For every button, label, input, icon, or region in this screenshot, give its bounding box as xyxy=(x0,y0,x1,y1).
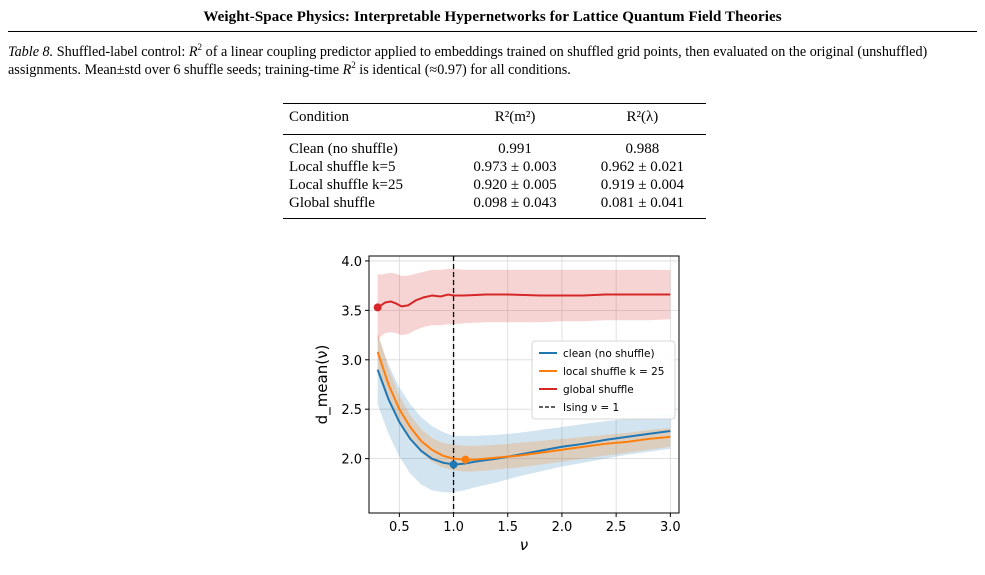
x-tick-label: 0.5 xyxy=(389,520,410,535)
series-band-0 xyxy=(377,335,671,493)
legend-box xyxy=(531,340,676,420)
y-axis-label: d_mean(ν) xyxy=(313,345,332,425)
table-row: Clean (no shuffle) 0.991 0.988 xyxy=(283,135,706,159)
series-band-1 xyxy=(377,332,671,472)
y-tick-label: 3.0 xyxy=(341,354,362,369)
plot-frame xyxy=(368,255,680,514)
row-r2-lambda: 0.988 xyxy=(625,141,660,157)
x-tick-label: 2.5 xyxy=(606,520,627,535)
table-row: Local shuffle k=25 0.920 ± 0.005 0.919 ±… xyxy=(283,176,706,194)
results-table: Condition R²(m²) R²(λ) Clean (no shuffle… xyxy=(283,103,706,219)
header-r2-lambda: R²(λ) xyxy=(578,103,706,135)
series-line-2 xyxy=(377,293,671,309)
row-r2-m2: 0.973 ± 0.003 xyxy=(473,159,557,175)
series-band-2 xyxy=(377,268,671,342)
y-tick-label: 2.0 xyxy=(341,453,362,468)
row-r2-m2: 0.920 ± 0.005 xyxy=(473,177,557,193)
chart-legend: clean (no shuffle) local shuffle k = 25 gl… xyxy=(531,340,676,420)
x-tick-label: 1.5 xyxy=(497,520,518,535)
row-r2-lambda: 0.919 ± 0.004 xyxy=(600,177,684,193)
x-tick-label: 3.0 xyxy=(660,520,681,535)
legend-label: Ising ν = 1 xyxy=(563,402,619,414)
row-r2-m2: 0.098 ± 0.043 xyxy=(451,194,579,219)
legend-label: local shuffle k = 25 xyxy=(563,366,664,378)
x-tick-label: 1.0 xyxy=(443,520,464,535)
caption-r2-symbol: R xyxy=(188,44,198,60)
legend-label: global shuffle xyxy=(563,384,634,396)
series-line-1 xyxy=(376,351,671,461)
x-axis-label: ν xyxy=(520,536,528,554)
x-tick-label: 2.0 xyxy=(552,520,573,535)
caption-part-2: of a linear coupling predictor applied t… xyxy=(8,44,928,78)
row-condition: Local shuffle k=5 xyxy=(289,159,396,175)
y-tick-label: 2.5 xyxy=(341,403,362,418)
row-condition: Clean (no shuffle) xyxy=(289,141,398,157)
row-r2-lambda: 0.962 ± 0.021 xyxy=(600,159,684,175)
header-condition: Condition xyxy=(283,103,452,135)
row-condition: Global shuffle xyxy=(283,194,452,219)
series-min-marker-1 xyxy=(461,455,470,464)
caption-part-3: is identical (≈0.97) for all conditions. xyxy=(355,61,571,78)
legend-label: clean (no shuffle) xyxy=(563,348,655,360)
row-r2-m2: 0.991 xyxy=(498,141,532,157)
table-header-row: Condition R²(m²) R²(λ) xyxy=(283,103,706,135)
table-row: Global shuffle 0.098 ± 0.043 0.081 ± 0.0… xyxy=(283,194,706,219)
caption-part-1: Shuffled-label control: xyxy=(53,44,189,60)
y-tick-label: 3.5 xyxy=(341,304,362,319)
table-row: Local shuffle k=5 0.973 ± 0.003 0.962 ± … xyxy=(283,158,706,176)
header-r2-m2: R²(m²) xyxy=(451,103,579,135)
series-min-marker-2 xyxy=(373,303,382,312)
series-min-marker-0 xyxy=(449,460,458,469)
running-header: Weight-Space Physics: Interpretable Hype… xyxy=(203,9,782,25)
row-r2-lambda: 0.081 ± 0.041 xyxy=(578,194,706,219)
caption-label: Table 8. xyxy=(8,44,54,60)
table-caption: Table 8. Shuffled-label control: R2 of a… xyxy=(8,42,928,78)
y-tick-label: 4.0 xyxy=(341,255,362,270)
series-line-0 xyxy=(376,369,671,466)
header-rule xyxy=(8,31,977,32)
dmean-line-chart: 0.5 1.0 1.5 2.0 2.5 3.0 2.0 2.5 3.0 3.5 4.0 ν d_mean… xyxy=(313,255,681,554)
row-condition: Local shuffle k=25 xyxy=(289,177,403,193)
